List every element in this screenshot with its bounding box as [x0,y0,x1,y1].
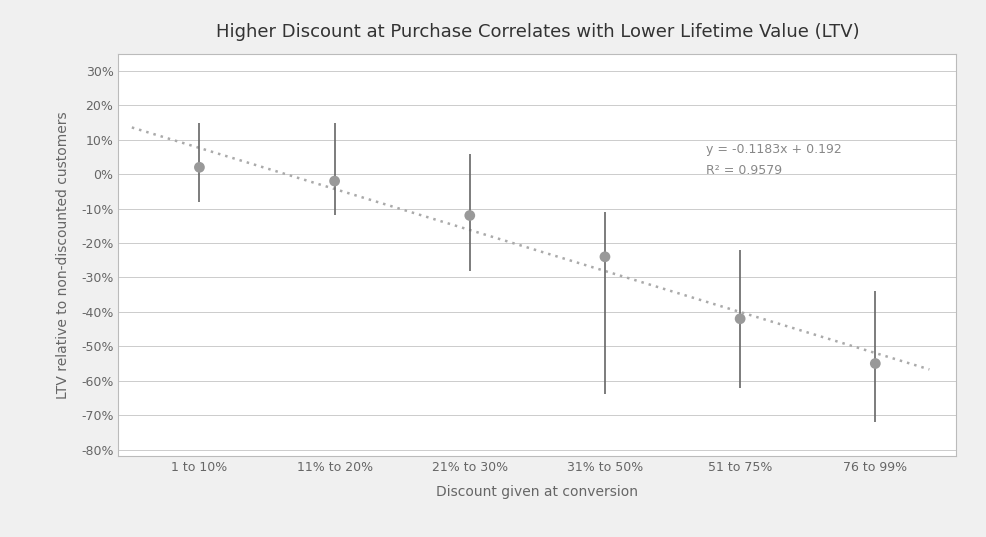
Title: Higher Discount at Purchase Correlates with Lower Lifetime Value (LTV): Higher Discount at Purchase Correlates w… [216,23,859,41]
Point [598,252,613,261]
X-axis label: Discount given at conversion: Discount given at conversion [437,485,638,499]
Point [733,315,748,323]
Point [191,163,207,172]
Text: y = -0.1183x + 0.192
R² = 0.9579: y = -0.1183x + 0.192 R² = 0.9579 [706,143,842,177]
Point [326,177,342,185]
Y-axis label: LTV relative to non-discounted customers: LTV relative to non-discounted customers [56,111,70,399]
Point [868,359,883,368]
Point [461,211,477,220]
